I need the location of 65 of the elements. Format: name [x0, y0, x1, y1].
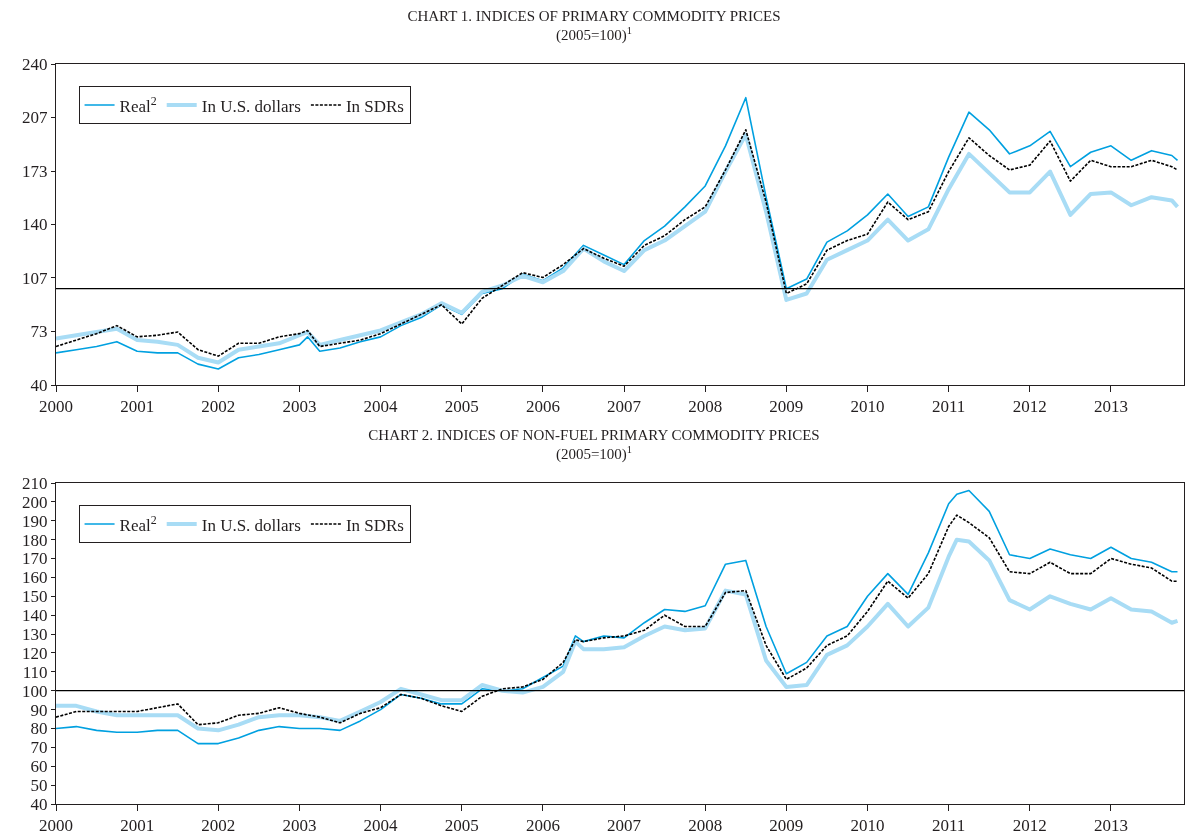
x-tick-label: 2013	[1093, 816, 1128, 836]
x-tick-label: 2010	[850, 397, 885, 417]
y-tick-label: 130	[22, 625, 48, 645]
x-tick-label: 2012	[1012, 816, 1047, 836]
x-tick-label: 2009	[769, 397, 804, 417]
x-tick-label: 2002	[201, 816, 236, 836]
y-tick-label: 207	[22, 108, 49, 128]
x-tick-label: 2000	[39, 397, 73, 417]
y-tick-label: 73	[30, 322, 48, 342]
y-tick-label: 170	[22, 549, 48, 569]
legend-label: In U.S. dollars	[201, 515, 301, 535]
y-tick-label: 240	[22, 54, 48, 74]
y-tick-label: 40	[30, 794, 48, 814]
y-tick-label: 90	[30, 700, 48, 720]
line-series	[56, 96, 1179, 370]
legend-label: Real$^{2}$	[119, 93, 157, 116]
line-series	[56, 489, 1179, 745]
x-tick-label: 2010	[850, 816, 885, 836]
legend-label: In U.S. dollars	[201, 96, 301, 116]
x-tick-label: 2009	[769, 816, 804, 836]
y-tick-label: 110	[22, 662, 48, 682]
legend-label: In SDRs	[345, 515, 404, 535]
x-tick-label: 2003	[282, 397, 317, 417]
x-tick-label: 2007	[607, 397, 642, 417]
x-tick-label: 2005	[444, 816, 479, 836]
x-tick-label: 2000	[39, 816, 73, 836]
x-tick-label: 2006	[525, 816, 560, 836]
y-tick-label: 40	[30, 375, 48, 395]
x-tick-label: 2011	[931, 816, 966, 836]
y-tick-label: 107	[22, 268, 49, 288]
x-tick-label: 2004	[363, 816, 399, 836]
legend-label: Real$^{2}$	[119, 512, 157, 535]
x-tick-label: 2006	[525, 397, 560, 417]
y-tick-label: 160	[22, 568, 48, 588]
y-tick-label: 70	[30, 738, 48, 758]
x-tick-label: 2003	[282, 816, 317, 836]
y-tick-label: 210	[22, 473, 48, 493]
y-tick-label: 150	[22, 587, 48, 607]
x-tick-label: 2012	[1012, 397, 1047, 417]
chart-title: CHART 2. INDICES OF NON-FUEL PRIMARY COMMODITY PRICES	[368, 426, 820, 443]
legend-label: In SDRs	[345, 96, 404, 116]
x-tick-label: 2005	[444, 397, 479, 417]
x-tick-label: 2002	[201, 397, 236, 417]
chart-title: CHART 1. INDICES OF PRIMARY COMMODITY PRICES	[407, 7, 781, 24]
x-tick-label: 2001	[120, 816, 155, 836]
x-tick-label: 2001	[120, 397, 155, 417]
x-tick-label: 2013	[1093, 397, 1128, 417]
x-tick-label: 2007	[607, 816, 642, 836]
x-tick-label: 2004	[363, 397, 399, 417]
y-tick-label: 200	[22, 492, 48, 512]
y-tick-label: 60	[30, 757, 48, 777]
y-tick-label: 140	[22, 606, 48, 626]
y-tick-label: 180	[22, 530, 48, 550]
x-tick-label: 2011	[931, 397, 966, 417]
x-tick-label: 2008	[688, 816, 723, 836]
chart-subtitle: (2005=100)$^{1}$	[555, 25, 633, 45]
y-tick-label: 173	[22, 161, 48, 181]
x-tick-label: 2008	[688, 397, 723, 417]
y-tick-label: 50	[30, 776, 48, 796]
y-tick-label: 80	[30, 719, 48, 739]
y-tick-label: 140	[22, 215, 48, 235]
chart-subtitle: (2005=100)$^{1}$	[555, 444, 633, 464]
y-tick-label: 100	[22, 681, 48, 701]
y-tick-label: 120	[22, 643, 48, 663]
y-tick-label: 190	[22, 511, 48, 531]
